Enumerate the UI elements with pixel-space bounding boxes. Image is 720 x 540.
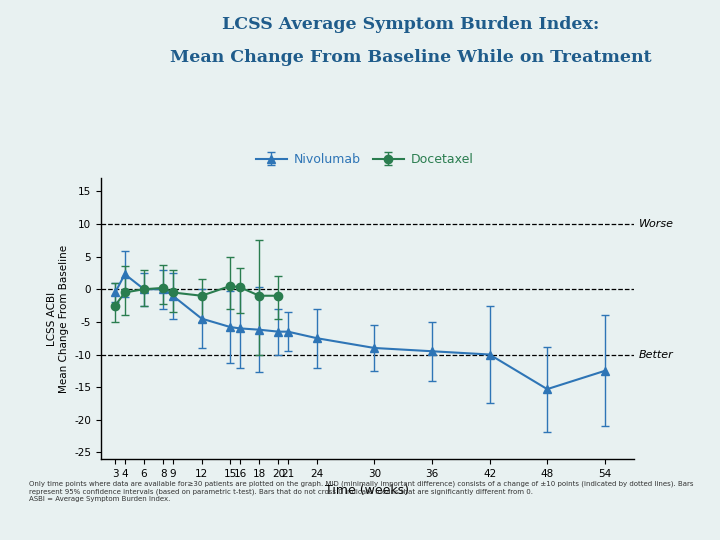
Legend: Nivolumab, Docetaxel: Nivolumab, Docetaxel — [251, 148, 478, 171]
Text: Worse: Worse — [639, 219, 674, 229]
Y-axis label: LCSS ACBI
Mean Change From Baseline: LCSS ACBI Mean Change From Baseline — [47, 245, 68, 393]
Text: LCSS Average Symptom Burden Index:: LCSS Average Symptom Burden Index: — [222, 16, 599, 33]
X-axis label: Time (weeks): Time (weeks) — [325, 484, 409, 497]
Text: Mean Change From Baseline While on Treatment: Mean Change From Baseline While on Treat… — [170, 49, 651, 65]
Text: Better: Better — [639, 349, 674, 360]
Text: Only time points where data are available for≥30 patients are plotted on the gra: Only time points where data are availabl… — [29, 481, 693, 502]
